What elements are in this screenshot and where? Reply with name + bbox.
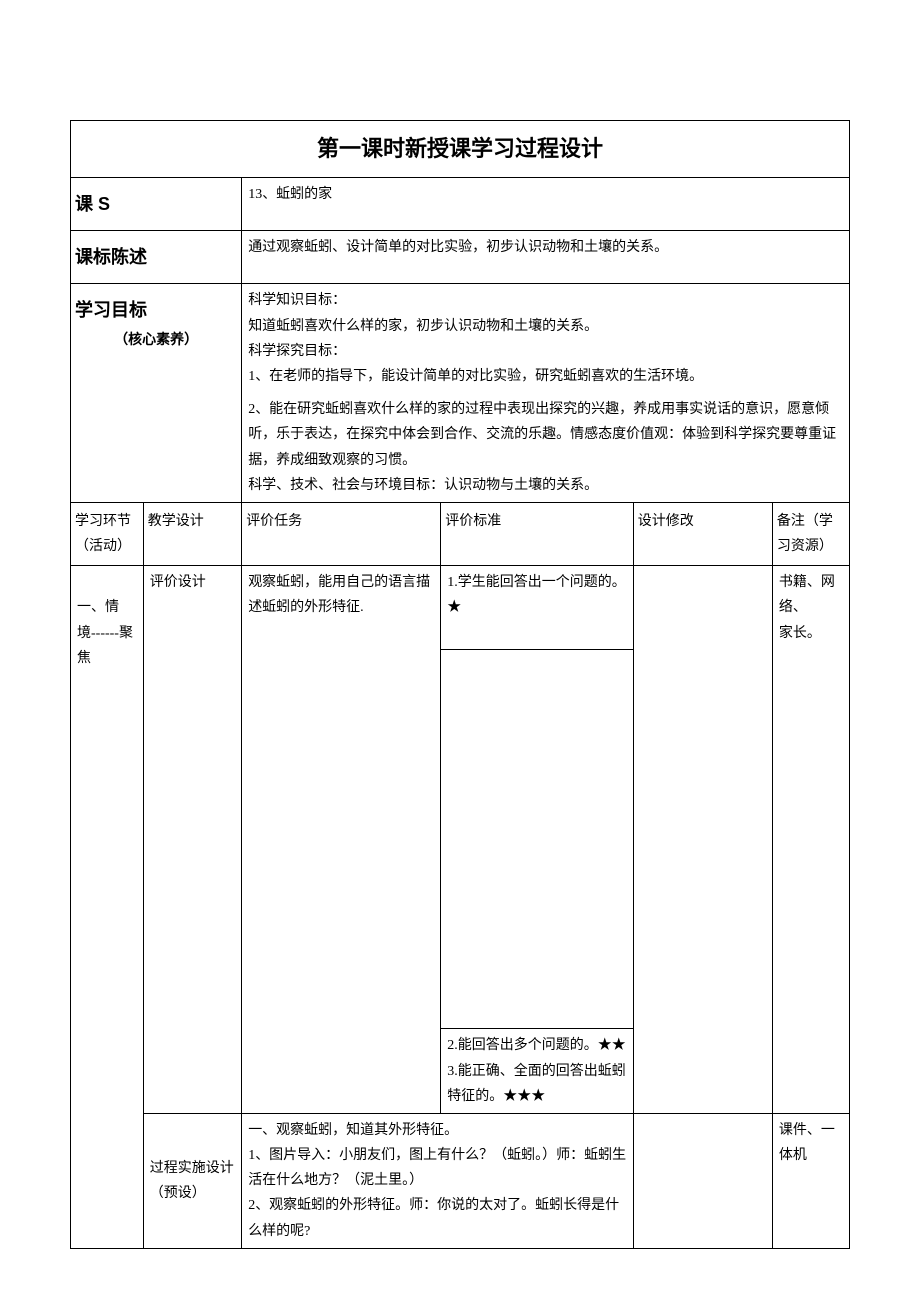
- obj-line-1: 知道蚯蚓喜欢什么样的家，初步认识动物和土壤的关系。: [248, 319, 598, 334]
- criteria-top: 1.学生能回答出一个问题的。★: [441, 566, 634, 650]
- process-design-label: 过程实施设计（预设）: [143, 1113, 241, 1248]
- resources-1c: [772, 1029, 849, 1114]
- standard-row: 课标陈述 通过观察蚯蚓、设计简单的对比实验，初步认识动物和土壤的关系。: [71, 230, 850, 283]
- eval-design-label: 评价设计: [143, 566, 241, 1114]
- obj-line-3: 1、在老师的指导下，能设计简单的对比实验，研究蚯蚓喜欢的生活环境。: [248, 369, 703, 384]
- title-row: 第一课时新授课学习过程设计: [71, 121, 850, 178]
- hdr-revision: 设计修改: [633, 502, 772, 565]
- hdr-design: 教学设计: [143, 502, 241, 565]
- doc-title: 第一课时新授课学习过程设计: [71, 121, 850, 178]
- obj-line-0: 科学知识目标：: [248, 293, 346, 308]
- section2-row: 过程实施设计（预设） 一、观察蚯蚓，知道其外形特征。 1、图片导入：小朋友们，图…: [71, 1113, 850, 1248]
- obj-line-5: 科学、技术、社会与环境目标：认识动物与土壤的关系。: [248, 478, 598, 493]
- criteria-bottom: 2.能回答出多个问题的。★★ 3.能正确、全面的回答出蚯蚓特征的。★★★: [441, 1029, 634, 1114]
- hdr-stage: 学习环节（活动）: [71, 502, 144, 565]
- objective-text-bottom: 2、能在研究蚯蚓喜欢什么样的家的过程中表现出探究的兴趣，养成用事实说话的意识，愿…: [242, 393, 850, 502]
- stage-cell-cont: [71, 1113, 144, 1248]
- course-row: 课 S 13、蚯蚓的家: [71, 177, 850, 230]
- hdr-criteria: 评价标准: [441, 502, 634, 565]
- objective-label: 学习目标: [75, 300, 147, 320]
- stage-text: 一、情境------聚焦: [77, 600, 133, 665]
- revision-cell-1: [633, 566, 772, 1114]
- hdr-task: 评价任务: [242, 502, 441, 565]
- obj-line-4: 2、能在研究蚯蚓喜欢什么样的家的过程中表现出探究的兴趣，养成用事实说话的意识，愿…: [248, 402, 836, 467]
- resources-1: 书籍、网络、 家长。: [772, 566, 849, 650]
- revision-cell-2: [633, 1113, 772, 1248]
- standard-value: 通过观察蚯蚓、设计简单的对比实验，初步认识动物和土壤的关系。: [242, 230, 850, 283]
- process-content: 一、观察蚯蚓，知道其外形特征。 1、图片导入：小朋友们，图上有什么？（蚯蚓。）师…: [242, 1113, 634, 1248]
- resources-1b: [772, 650, 849, 1029]
- course-label: 课 S: [71, 177, 242, 230]
- eval-task: 观察蚯蚓，能用自己的语言描述蚯蚓的外形特征.: [242, 566, 441, 1114]
- stage-cell: 一、情境------聚焦: [71, 566, 144, 1114]
- objective-label-cell: 学习目标 （核心素养）: [71, 284, 242, 503]
- objective-sublabel: （核心素养）: [75, 327, 237, 352]
- standard-label: 课标陈述: [71, 230, 242, 283]
- hdr-notes: 备注（学习资源）: [772, 502, 849, 565]
- obj-line-2: 科学探究目标：: [248, 344, 346, 359]
- resources-2: 课件、一体机: [772, 1113, 849, 1248]
- criteria-empty: [441, 650, 634, 1029]
- page-container: 第一课时新授课学习过程设计 课 S 13、蚯蚓的家 课标陈述 通过观察蚯蚓、设计…: [0, 0, 920, 1289]
- section1-row-top: 一、情境------聚焦 评价设计 观察蚯蚓，能用自己的语言描述蚯蚓的外形特征.…: [71, 566, 850, 650]
- table-header-row: 学习环节（活动） 教学设计 评价任务 评价标准 设计修改 备注（学习资源）: [71, 502, 850, 565]
- objective-row-1: 学习目标 （核心素养） 科学知识目标： 知道蚯蚓喜欢什么样的家，初步认识动物和土…: [71, 284, 850, 393]
- objective-text-top: 科学知识目标： 知道蚯蚓喜欢什么样的家，初步认识动物和土壤的关系。 科学探究目标…: [242, 284, 850, 393]
- lesson-plan-table: 第一课时新授课学习过程设计 课 S 13、蚯蚓的家 课标陈述 通过观察蚯蚓、设计…: [70, 120, 850, 1249]
- course-value: 13、蚯蚓的家: [242, 177, 850, 230]
